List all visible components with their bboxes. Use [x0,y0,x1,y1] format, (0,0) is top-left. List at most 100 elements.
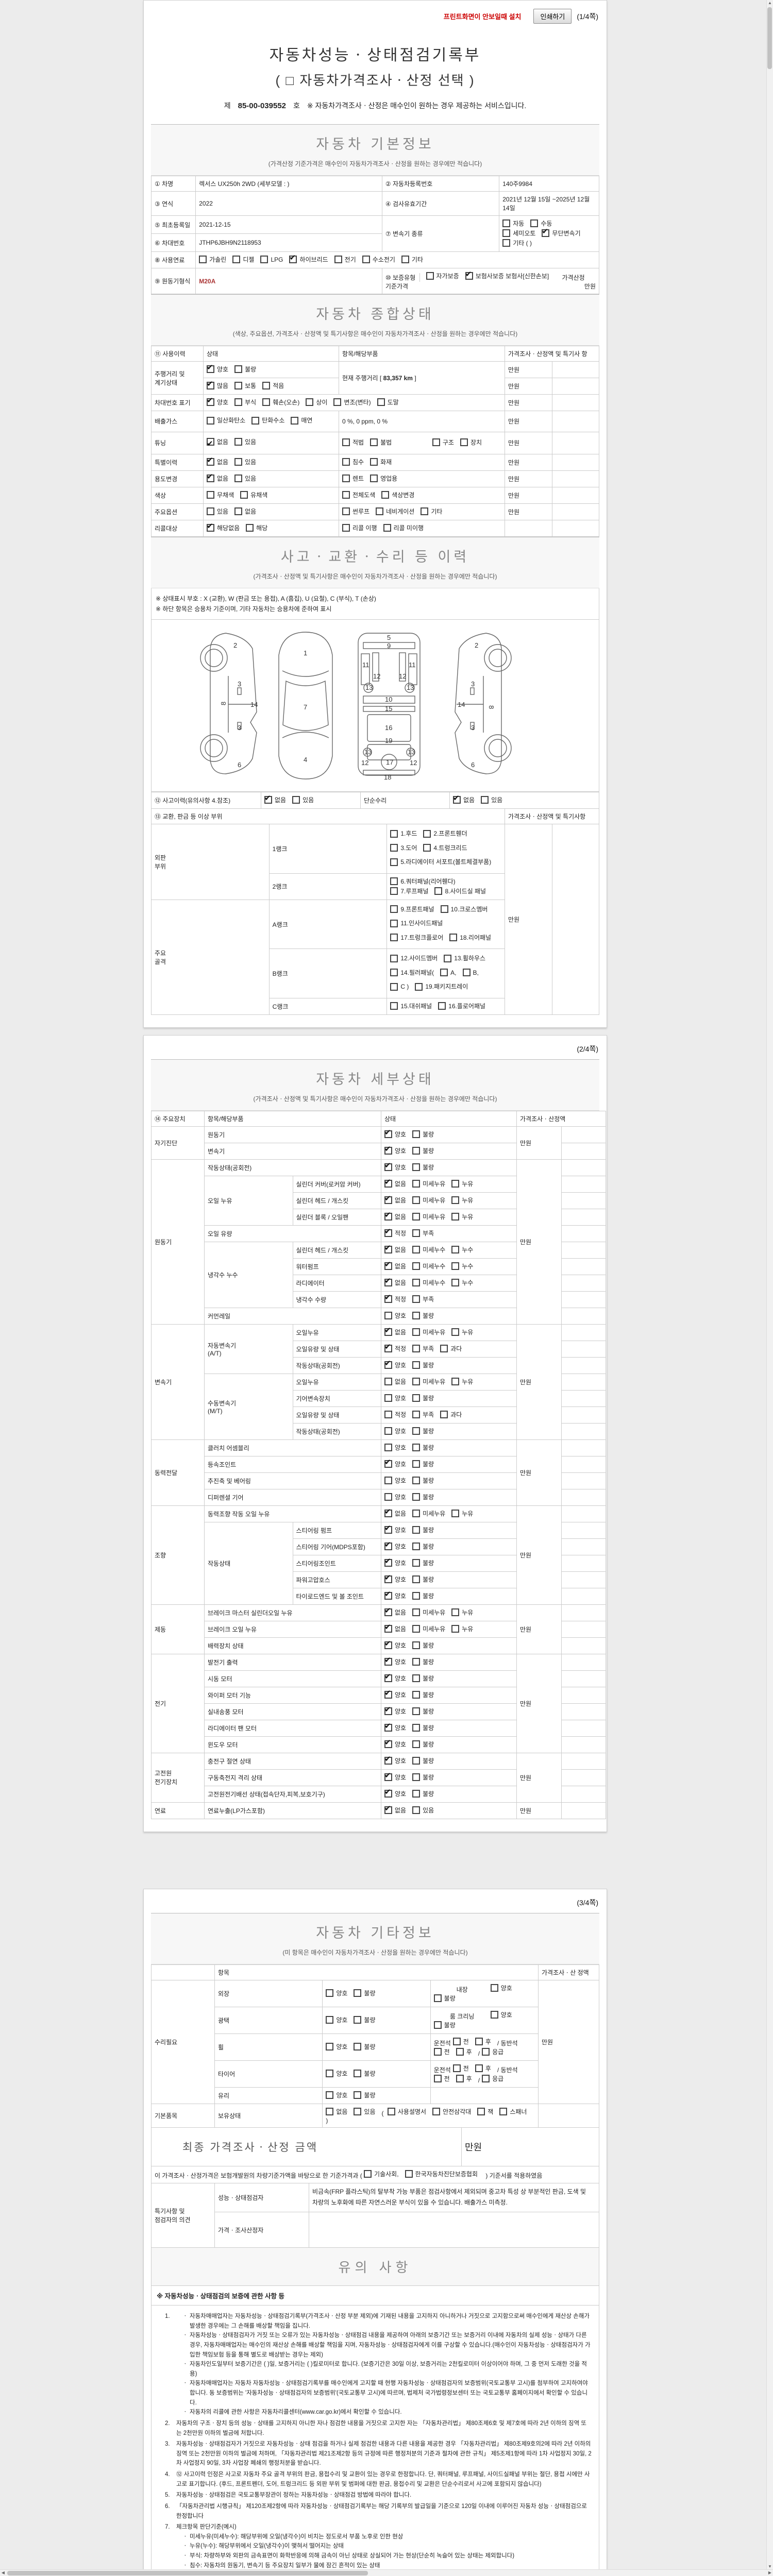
checked-box-icon[interactable] [384,1243,392,1253]
unchecked-box-icon[interactable] [326,2015,334,2024]
checkbox-없음[interactable]: 없음 [234,507,256,516]
checkbox-불량[interactable]: 불량 [412,1707,434,1716]
checkbox-불량[interactable]: 불량 [412,1575,434,1584]
checkbox-18.리어패널[interactable]: 18.리어패널 [449,931,491,944]
checkbox-전[interactable]: 전 [452,2037,469,2046]
checked-box-icon[interactable] [384,1804,392,1814]
checkbox-양호[interactable]: 양호 [384,1771,406,1782]
checkbox-유채색[interactable]: 유채색 [240,490,267,499]
unchecked-box-icon[interactable] [291,416,299,425]
checked-box-icon[interactable] [384,1672,392,1682]
unchecked-box-icon[interactable] [451,1245,460,1253]
unchecked-box-icon[interactable] [451,1278,460,1286]
checkbox-불법[interactable]: 불법 [370,438,392,447]
print-button[interactable]: 인쇄하기 [533,9,572,24]
checkbox-10.크로스멤버[interactable]: 10.크로스멤버 [440,903,488,916]
unchecked-box-icon[interactable] [326,2069,334,2077]
checkbox-양호[interactable]: 양호 [207,396,228,406]
checkbox-미세누유[interactable]: 미세누유 [412,1212,445,1221]
checkbox-있음[interactable]: 있음 [234,457,256,466]
checked-box-icon[interactable] [384,1227,392,1237]
checked-box-icon[interactable] [384,1556,392,1567]
checkbox-미세누수[interactable]: 미세누수 [412,1262,445,1270]
unchecked-box-icon[interactable] [412,1591,421,1600]
unchecked-box-icon[interactable] [412,1443,421,1451]
checkbox-일산화탄소[interactable]: 일산화탄소 [207,414,245,427]
checkbox-없음[interactable]: 없음 [384,1377,406,1386]
unchecked-box-icon[interactable] [426,272,434,280]
checked-box-icon[interactable] [384,1326,392,1336]
checked-box-icon[interactable] [384,1738,392,1748]
checked-box-icon[interactable] [384,1771,392,1781]
unchecked-box-icon[interactable] [376,507,384,515]
unchecked-box-icon[interactable] [499,2107,508,2115]
checkbox-수동[interactable]: 수동 [530,219,552,228]
checkbox-없음[interactable]: 없음 [384,1622,406,1633]
horizontal-scroll-thumb[interactable] [7,2571,368,2575]
unchecked-box-icon[interactable] [207,490,214,499]
unchecked-box-icon[interactable] [387,2107,395,2115]
unchecked-box-icon[interactable] [390,919,398,927]
checkbox-6.쿼터패널(리어휀다)[interactable]: 6.쿼터패널(리어휀다) [390,877,456,886]
checkbox-부식[interactable]: 부식 [234,398,256,406]
checkbox-전[interactable]: 전 [452,2064,469,2073]
checkbox-없음[interactable]: 없음 [384,1507,406,1518]
checked-box-icon[interactable] [384,1523,392,1534]
checkbox-적정[interactable]: 적정 [384,1410,406,1419]
unchecked-box-icon[interactable] [412,1493,421,1501]
unchecked-box-icon[interactable] [415,982,423,991]
checkbox-양호[interactable]: 양호 [384,1144,406,1155]
unchecked-box-icon[interactable] [438,1002,446,1010]
checked-box-icon[interactable] [384,1342,392,1352]
unchecked-box-icon[interactable] [412,1773,421,1781]
unchecked-box-icon[interactable] [432,2107,441,2115]
checkbox-불량[interactable]: 불량 [412,1311,434,1320]
checked-box-icon[interactable] [207,363,214,373]
unchecked-box-icon[interactable] [433,2074,442,2082]
unchecked-box-icon[interactable] [412,1575,421,1583]
unchecked-box-icon[interactable] [333,398,342,406]
checkbox-양호[interactable]: 양호 [384,1540,406,1551]
checkbox-불량[interactable]: 불량 [412,1542,434,1551]
checkbox-불량[interactable]: 불량 [412,1756,434,1765]
unchecked-box-icon[interactable] [475,2064,483,2072]
checkbox-적정[interactable]: 적정 [384,1293,406,1303]
unchecked-box-icon[interactable] [326,2042,334,2050]
unchecked-box-icon[interactable] [390,887,398,895]
unchecked-box-icon[interactable] [251,416,260,425]
unchecked-box-icon[interactable] [354,2015,362,2024]
checkbox-미세누유[interactable]: 미세누유 [412,1196,445,1205]
checkbox-미세누수[interactable]: 미세누수 [412,1278,445,1287]
unchecked-box-icon[interactable] [207,416,214,425]
checked-box-icon[interactable] [384,1144,392,1155]
checkbox-보험사보증 보험사[신한손보][interactable]: 보험사보증 보험사[신한손보] [465,269,549,280]
unchecked-box-icon[interactable] [342,457,350,466]
unchecked-box-icon[interactable] [412,1344,421,1352]
checkbox-양호[interactable]: 양호 [384,1476,406,1485]
checkbox-누유[interactable]: 누유 [451,1608,473,1617]
unchecked-box-icon[interactable] [451,1624,460,1633]
checkbox-미세누유[interactable]: 미세누유 [412,1179,445,1188]
checkbox-색상변경[interactable]: 색상변경 [381,490,414,499]
unchecked-box-icon[interactable] [390,954,398,962]
unchecked-box-icon[interactable] [433,1994,442,2002]
checkbox-해당[interactable]: 해당 [246,523,267,532]
checked-box-icon[interactable] [207,521,214,532]
checkbox-불량[interactable]: 불량 [412,1773,434,1782]
checkbox-후[interactable]: 후 [456,2047,472,2056]
checkbox-없음[interactable]: 없음 [384,1276,406,1287]
checkbox-장치[interactable]: 장치 [460,438,482,447]
checkbox-탄화수소[interactable]: 탄화수소 [251,414,284,427]
checkbox-부족[interactable]: 부족 [412,1229,434,1238]
checkbox-누유[interactable]: 누유 [451,1328,473,1336]
scroll-down-icon[interactable]: ▼ [768,2564,772,2569]
unchecked-box-icon[interactable] [412,1624,421,1633]
checkbox-3.도어[interactable]: 3.도어 [390,842,417,854]
checkbox-누유[interactable]: 누유 [451,1196,473,1205]
checkbox-불량[interactable]: 불량 [412,1163,434,1172]
unchecked-box-icon[interactable] [412,1278,421,1286]
unchecked-box-icon[interactable] [482,2047,490,2056]
unchecked-box-icon[interactable] [502,219,511,227]
checked-box-icon[interactable] [207,396,214,406]
checkbox-누유[interactable]: 누유 [451,1179,473,1188]
